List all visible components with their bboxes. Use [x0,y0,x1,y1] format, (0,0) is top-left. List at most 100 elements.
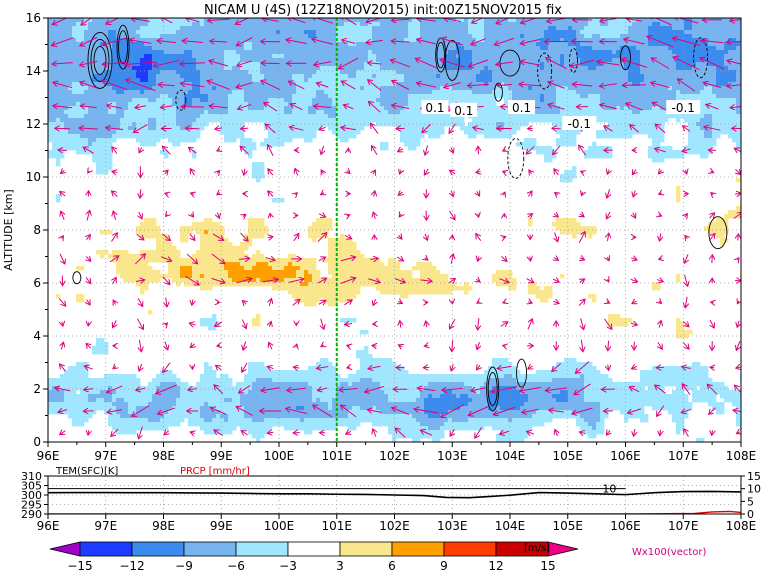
shading-cell [732,130,737,135]
shading-cell [576,110,581,115]
shading-cell [164,34,169,39]
shading-cell [380,106,385,111]
shading-cell [604,26,609,31]
shading-cell [288,98,293,103]
shading-cell [120,18,125,23]
shading-cell [504,34,509,39]
shading-cell [364,62,369,67]
shading-cell [304,126,309,131]
shading-cell [372,42,377,47]
shading-cell [732,102,737,107]
shading-cell [412,130,417,135]
shading-cell [232,62,237,67]
shading-cell [220,94,225,99]
shading-cell [364,38,369,43]
shading-cell [52,66,57,71]
shading-cell [100,110,105,115]
shading-cell [616,58,621,63]
shading-cell [308,26,313,31]
shading-cell [540,82,545,87]
shading-cell [396,46,401,51]
shading-cell [392,70,397,75]
shading-cell [200,78,205,83]
shading-cell [492,78,497,83]
shading-cell [296,122,301,127]
shading-cell [216,74,221,79]
shading-cell [408,94,413,99]
shading-cell [608,130,613,135]
shading-cell [408,42,413,47]
shading-cell [76,94,81,99]
shading-cell [500,78,505,83]
shading-cell [384,86,389,91]
shading-cell [280,26,285,31]
shading-cell [60,74,65,79]
shading-cell [468,126,473,131]
shading-cell [176,42,181,47]
shading-cell [608,110,613,115]
shading-cell [376,102,381,107]
shading-cell [212,118,217,123]
shading-cell [544,70,549,75]
shading-cell [148,82,153,87]
shading-cell [184,62,189,67]
shading-cell [236,34,241,39]
shading-cell [612,30,617,35]
shading-cell [692,122,697,127]
shading-cell [456,94,461,99]
shading-cell [628,70,633,75]
shading-cell [132,70,137,75]
shading-cell [292,114,297,119]
shading-cell [156,42,161,47]
shading-cell [176,86,181,91]
shading-cell [344,118,349,123]
shading-cell [372,62,377,67]
shading-cell [484,122,489,127]
shading-cell [568,42,573,47]
shading-cell [264,70,269,75]
shading-cell [52,74,57,79]
shading-cell [732,62,737,67]
shading-cell [140,34,145,39]
shading-cell [408,78,413,83]
shading-cell [272,86,277,91]
shading-cell [432,118,437,123]
shading-cell [328,26,333,31]
shading-cell [52,106,57,111]
shading-cell [396,54,401,59]
shading-cell [272,66,277,71]
shading-cell [180,90,185,95]
shading-cell [508,114,513,119]
shading-cell [428,66,433,71]
shading-cell [684,30,689,35]
shading-cell [484,62,489,67]
shading-cell [512,126,517,131]
shading-cell [412,126,417,131]
shading-cell [540,114,545,119]
shading-cell [216,94,221,99]
shading-cell [408,46,413,51]
shading-cell [728,98,733,103]
shading-cell [416,26,421,31]
shading-cell [152,26,157,31]
shading-cell [660,30,665,35]
shading-cell [708,118,713,123]
shading-cell [332,66,337,71]
shading-cell [460,78,465,83]
shading-cell [664,26,669,31]
shading-cell [284,110,289,115]
shading-cell [692,114,697,119]
shading-cell [592,62,597,67]
shading-cell [296,78,301,83]
shading-cell [696,18,701,23]
shading-cell [652,38,657,43]
shading-cell [488,22,493,27]
shading-cell [144,46,149,51]
shading-cell [424,54,429,59]
shading-cell [700,46,705,51]
shading-cell [700,74,705,79]
shading-cell [132,106,137,111]
shading-cell [736,122,741,127]
shading-cell [716,118,721,123]
shading-cell [592,110,597,115]
